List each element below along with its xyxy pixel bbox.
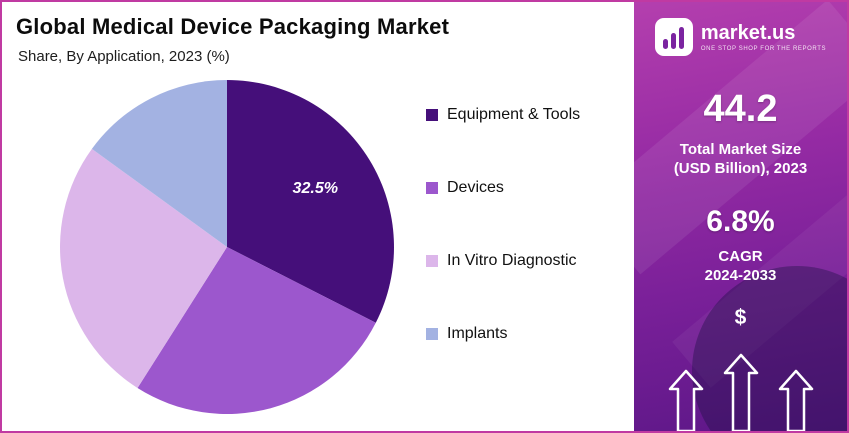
total-market-size-label-line1: Total Market Size xyxy=(679,141,802,158)
legend-swatch xyxy=(426,109,438,121)
chart-panel: Global Medical Device Packaging Market S… xyxy=(2,2,634,431)
logo-bar xyxy=(679,27,685,49)
legend-item-equipment-tools: Equipment & Tools xyxy=(426,106,580,124)
cagr-label-line2: 2024-2033 xyxy=(704,267,777,284)
pie-slice-in-vitro-diagnostic xyxy=(60,148,228,388)
pie-slice-equipment-tools xyxy=(227,80,394,323)
cagr-label-line1: CAGR xyxy=(718,247,763,265)
sidebar-content: market.us ONE STOP SHOP FOR THE REPORTS … xyxy=(634,2,847,431)
total-market-size-label: Total Market Size (USD Billion), 2023 xyxy=(674,141,807,179)
brand-logo: market.us ONE STOP SHOP FOR THE REPORTS xyxy=(654,18,826,56)
total-market-size-value: 44.2 xyxy=(703,88,778,130)
legend-label: Devices xyxy=(447,179,504,196)
page-subtitle: Share, By Application, 2023 (%) xyxy=(18,48,230,65)
legend-item-devices: Devices xyxy=(426,179,580,197)
dollar-icon: $ xyxy=(734,305,747,329)
legend-label: Implants xyxy=(447,325,508,342)
brand-text: market.us ONE STOP SHOP FOR THE REPORTS xyxy=(701,23,826,52)
brand-tagline: ONE STOP SHOP FOR THE REPORTS xyxy=(700,45,827,52)
brand-sidebar: market.us ONE STOP SHOP FOR THE REPORTS … xyxy=(634,2,847,431)
page-title: Global Medical Device Packaging Market xyxy=(16,14,450,39)
pie-slice-devices xyxy=(137,247,376,414)
logo-bar xyxy=(663,39,669,49)
legend-swatch xyxy=(426,255,438,267)
logo-bar xyxy=(671,33,677,49)
cagr-value: 6.8% xyxy=(706,204,775,238)
legend-swatch xyxy=(426,182,438,194)
cagr-label: CAGR 2024-2033 xyxy=(705,247,777,286)
pie-value-label: 32.5% xyxy=(293,179,339,197)
legend-label: In Vitro Diagnostic xyxy=(447,252,577,269)
legend-item-implants: Implants xyxy=(426,325,580,343)
legend-label: Equipment & Tools xyxy=(447,106,581,123)
legend: Equipment & Tools Devices In Vitro Diagnos… xyxy=(426,106,580,398)
brand-name: market.us xyxy=(700,21,796,44)
pie-slice-implants xyxy=(91,80,227,247)
growth-arrows-icon xyxy=(668,353,813,431)
market-us-logo-icon xyxy=(654,18,693,56)
legend-item-in-vitro-diagnostic: In Vitro Diagnostic xyxy=(426,252,580,270)
total-market-size-label-line2: (USD Billion), 2023 xyxy=(673,159,808,177)
pie-chart: 32.5% xyxy=(60,80,394,414)
legend-swatch xyxy=(426,328,438,340)
